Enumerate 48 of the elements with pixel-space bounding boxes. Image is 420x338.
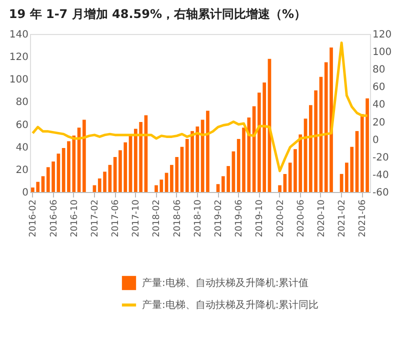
- y-tick-label: 80: [16, 97, 28, 108]
- x-tick-label: 2019-10: [255, 199, 266, 238]
- y2-tick-label: 20: [372, 117, 386, 128]
- y2-tick-label: 100: [372, 47, 392, 58]
- y-tick-label: 0: [22, 188, 28, 198]
- legend-label: 产量:电梯、自动扶梯及升降机:累计同比: [142, 299, 319, 311]
- bar: [355, 131, 359, 192]
- x-tick-label: 2020-02: [276, 200, 286, 238]
- x-tick-label: 2016-02: [28, 200, 39, 238]
- y2-tick-label: 0: [372, 134, 379, 146]
- y2-tick-label: -40: [372, 170, 389, 181]
- x-tick-label: 2017-02: [90, 200, 100, 238]
- y2-tick-label: 120: [372, 30, 392, 40]
- x-tick-label: 2017-06: [111, 199, 122, 238]
- bar: [216, 184, 220, 192]
- bar: [56, 154, 60, 192]
- y-tick-label: 120: [9, 52, 28, 64]
- bar: [206, 110, 210, 192]
- y2-tick-label: -60: [372, 188, 389, 198]
- x-tick-label: 2017-10: [132, 199, 142, 238]
- y2-tick-label: -20: [372, 152, 389, 164]
- x-tick-label: 2021-06: [358, 199, 368, 238]
- bar: [92, 185, 96, 192]
- x-tick-label: 2019-06: [234, 199, 245, 238]
- x-tick-label: 2016-10: [70, 199, 80, 238]
- x-tick-label: 2018-06: [172, 199, 183, 238]
- x-tick-label: 2018-10: [193, 199, 204, 238]
- y2-tick-label: 40: [372, 100, 386, 111]
- x-tick-label: 2018-02: [152, 200, 162, 238]
- legend-label: 产量:电梯、自动扶梯及升降机:累计值: [142, 277, 309, 289]
- y2-tick-label: 80: [372, 64, 386, 76]
- y-tick-label: 60: [16, 120, 28, 131]
- x-tick-label: 2020-10: [316, 199, 327, 238]
- bar: [41, 176, 45, 192]
- y-tick-label: 140: [9, 30, 28, 40]
- bar: [113, 157, 117, 192]
- y-tick-label: 40: [16, 142, 28, 154]
- y-tick-label: 100: [9, 74, 28, 86]
- x-tick-label: 2016-06: [49, 199, 60, 238]
- x-tick-label: 2019-02: [214, 200, 224, 238]
- bar: [278, 185, 282, 192]
- x-tick-label: 2020-06: [296, 199, 306, 238]
- chart-title: 19 年 1-7 月增加 48.59%，右轴累计同比增速（%）: [8, 7, 306, 21]
- y-tick-label: 20: [16, 164, 28, 176]
- x-tick-label: 2021-02: [338, 200, 348, 238]
- line-series: [31, 42, 369, 172]
- y2-tick-label: 60: [372, 82, 386, 94]
- bar: [82, 120, 86, 192]
